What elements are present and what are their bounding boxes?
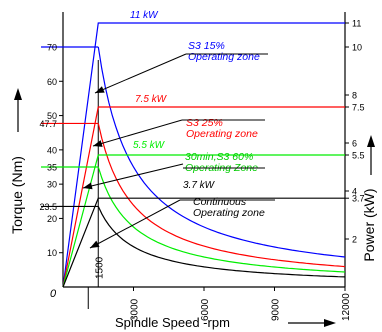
series-4-power-line: [62, 197, 345, 288]
torque-tick-label: 10: [47, 248, 57, 258]
x-tick-label: 3000: [130, 298, 141, 321]
series-4-power-label: 3.7 kW: [183, 180, 216, 191]
torque-tick-label: 70: [47, 43, 57, 53]
torque-tick-label: 47.7: [39, 119, 57, 129]
zone-label-4-arrowhead: [90, 240, 100, 248]
power-tick-label: 7.5: [352, 103, 365, 113]
x-tick-label: 6000: [200, 298, 211, 321]
series-1-torque-curve: [97, 46, 346, 258]
torque-tick-label: 20: [47, 214, 57, 224]
torque-tick-label: 23.5: [39, 202, 57, 212]
zone-label-1-title: S3 15%: [188, 40, 225, 52]
power-tick-label: 10: [352, 43, 362, 53]
series-1-power-line: [62, 22, 345, 288]
power-tick-label: 4: [352, 187, 357, 197]
zone-label-4-subtitle: Operating zone: [193, 207, 265, 219]
zone-label-2-arrowhead: [93, 140, 103, 147]
zone-label-1-arrowhead: [95, 86, 105, 93]
zone-label-3-arrowhead: [83, 182, 93, 190]
x-tick-label: 12000: [341, 293, 352, 321]
power-tick-label: 6: [352, 139, 357, 149]
origin-label: 0: [50, 288, 57, 300]
torque-tick-label: 60: [47, 77, 57, 87]
torque-axis-title: Torque (Nm): [9, 156, 25, 234]
x-axis-arrow-head: [324, 319, 336, 327]
series-1-power-label: 11 kW: [130, 10, 159, 21]
torque-arrow-head: [14, 88, 22, 100]
series-3-power-line: [62, 154, 345, 288]
zone-label-4-leader: [89, 199, 181, 249]
power-tick-label: 3.7: [352, 194, 365, 204]
series-2-power-line: [62, 106, 345, 288]
x-axis-title: Spindle Speed -rpm: [115, 315, 230, 330]
x-tick-label: 9000: [271, 298, 282, 321]
power-tick-label: 8: [352, 91, 357, 101]
power-tick-label: 11: [352, 19, 361, 29]
torque-tick-label: 30: [47, 180, 57, 190]
torque-tick-label: 50: [47, 111, 57, 121]
zone-label-2-leader: [92, 119, 183, 147]
zone-label-3-leader: [82, 163, 184, 189]
torque-tick-label: 35: [47, 163, 57, 173]
series-3-torque-curve: [97, 166, 346, 273]
series-3-power-label: 5.5 kW: [133, 140, 166, 151]
zone-label-3-title: 30min,S3 60%: [185, 151, 253, 163]
zone-label-4-title: Continuous: [193, 196, 247, 208]
power-tick-label: 2: [352, 235, 357, 245]
base-speed-label: 1500: [94, 256, 105, 279]
power-axis-title: Power (kW): [361, 188, 377, 261]
zone-label-1-leader: [94, 53, 187, 94]
zone-label-2-subtitle: Operating zone: [186, 128, 258, 140]
series-2-torque-curve: [97, 123, 346, 268]
zone-label-1-subtitle: Operating zone: [188, 51, 260, 63]
series-2-power-label: 7.5 kW: [135, 94, 168, 105]
power-tick-label: 5.5: [352, 151, 365, 161]
torque-tick-label: 40: [47, 145, 57, 155]
series-4-torque-curve: [97, 206, 346, 278]
power-arrow-head: [367, 135, 375, 147]
